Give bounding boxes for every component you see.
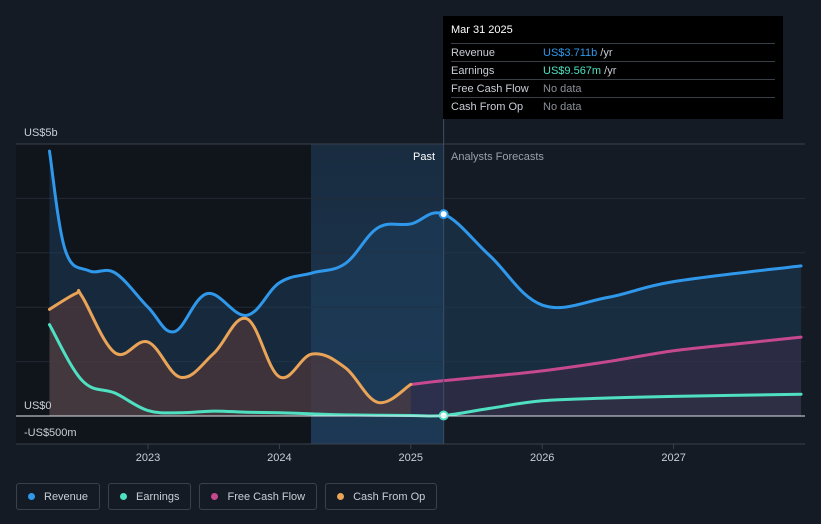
legend-label: Earnings [136, 490, 180, 503]
tooltip-label: Cash From Op [451, 100, 524, 113]
x-tick-label: 2025 [399, 452, 423, 464]
cash-from-op-area [49, 290, 411, 416]
forecast-label: Analysts Forecasts [451, 151, 544, 163]
x-tick-label: 2027 [661, 452, 685, 464]
free-cash-flow-line [409, 335, 803, 386]
tooltip-row-earnings: Earnings US$9.567m /yr [451, 61, 775, 79]
revenue-dot-icon [28, 493, 35, 500]
legend-label: Free Cash Flow [227, 490, 306, 503]
tooltip-date: Mar 31 2025 [451, 24, 513, 36]
y-label-top: US$5b [24, 127, 58, 139]
cash-from-op-line [47, 288, 413, 405]
x-tick-label: 2024 [267, 452, 291, 464]
chart: 2023 2024 2025 2026 2027 US$5b US$0 -US$500m… [16, 16, 805, 464]
y-label-bottom: -US$500m [24, 427, 77, 439]
series-lines [47, 149, 803, 418]
tooltip-value: No data [543, 82, 582, 95]
tooltip-value: US$3.711b /yr [543, 46, 613, 59]
x-tick-label: 2023 [136, 452, 160, 464]
legend-item-earnings[interactable]: Earnings [108, 483, 192, 510]
legend-item-free-cash-flow[interactable]: Free Cash Flow [199, 483, 318, 510]
tooltip-label: Free Cash Flow [451, 82, 529, 95]
tooltip-row-revenue: Revenue US$3.711b /yr [451, 43, 775, 61]
revenue-line [47, 149, 803, 334]
markers [438, 209, 449, 421]
tooltip-label: Revenue [451, 46, 496, 59]
legend-label: Cash From Op [353, 490, 426, 503]
x-ticks: 2023 2024 2025 2026 2027 [136, 444, 686, 464]
tooltip: Mar 31 2025 Revenue US$3.711b /yr Earnin… [443, 16, 783, 119]
earnings-marker [438, 410, 449, 421]
y-label-zero: US$0 [24, 400, 52, 412]
x-tick-label: 2026 [530, 452, 554, 464]
earnings-line [47, 323, 803, 418]
tooltip-row-fcf: Free Cash Flow No data [451, 79, 775, 97]
earnings-dot-icon [120, 493, 128, 500]
cash-from-op-dot-icon [337, 493, 345, 500]
tooltip-row-cfo: Cash From Op No data [451, 97, 775, 115]
tooltip-label: Earnings [451, 64, 495, 77]
past-label: Past [413, 151, 435, 163]
revenue-marker [438, 209, 449, 220]
tooltip-value: US$9.567m /yr [543, 64, 617, 77]
free-cash-flow-dot-icon [211, 493, 219, 500]
legend-item-revenue[interactable]: Revenue [16, 483, 101, 510]
legend: Revenue Earnings Free Cash Flow Cash Fro… [16, 483, 438, 510]
legend-label: Revenue [44, 490, 89, 503]
legend-item-cash-from-op[interactable]: Cash From Op [325, 483, 438, 510]
tooltip-value: No data [543, 100, 582, 113]
